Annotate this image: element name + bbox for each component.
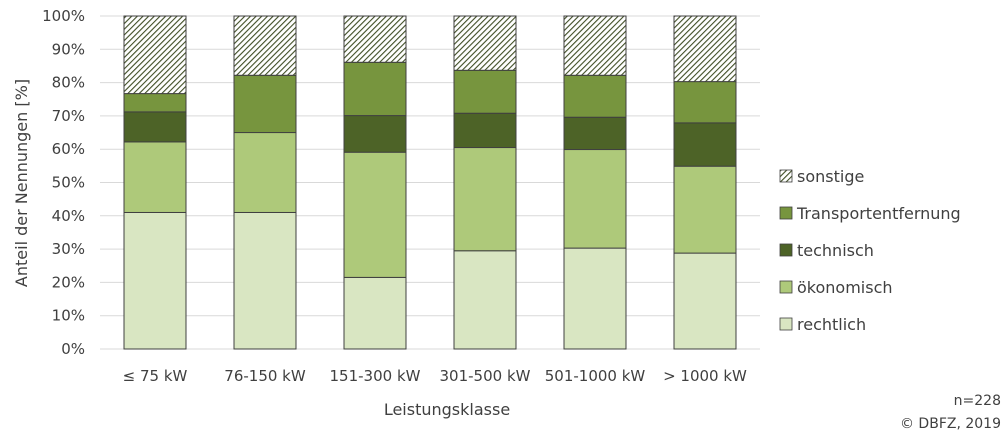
- bar-segment-technisch: [673, 122, 737, 167]
- x-axis-ticks: ≤ 75 kW 76-150 kW 151-300 kW 301-500 kW 501-…: [123, 367, 747, 385]
- sample-size-note: n=228: [954, 393, 1001, 409]
- bar-segment-transportentfernung: [233, 74, 297, 134]
- legend-swatch: [779, 280, 793, 294]
- x-tick-label: 501-1000 kW: [545, 367, 646, 385]
- bar-segment-rechtlich: [563, 247, 627, 350]
- x-tick-label: > 1000 kW: [663, 367, 747, 385]
- y-tick-label: 90%: [52, 40, 85, 58]
- legend-label: ökonomisch: [797, 278, 893, 297]
- bar-segment-rechtlich: [453, 250, 517, 350]
- bar-segment-technisch: [343, 115, 407, 153]
- bar-segment-rechtlich: [123, 211, 187, 350]
- y-tick-label: 0%: [61, 340, 85, 358]
- bars: [123, 15, 737, 350]
- bar-segment--konomisch: [123, 141, 187, 213]
- legend-swatch: [779, 169, 793, 183]
- bar-segment-transportentfernung: [453, 69, 517, 114]
- legend: sonstige Transportentfernung technisch ökon…: [779, 167, 961, 334]
- y-axis-title: Anteil der Nennungen [%]: [12, 79, 31, 287]
- bar-segment-transportentfernung: [563, 74, 627, 118]
- y-tick-label: 100%: [42, 7, 85, 25]
- bar-segment-sonstige: [343, 15, 407, 63]
- legend-label: rechtlich: [797, 315, 866, 334]
- y-tick-label: 50%: [52, 174, 85, 192]
- bar-segment-technisch: [453, 112, 517, 149]
- bar-segment-rechtlich: [343, 276, 407, 350]
- y-axis-ticks: 0% 10% 20% 30% 40% 50% 60% 70% 80% 90% 100%: [42, 7, 85, 358]
- legend-swatch: [779, 317, 793, 331]
- legend-swatch: [779, 206, 793, 220]
- legend-label: sonstige: [797, 167, 864, 186]
- source-note: © DBFZ, 2019: [900, 416, 1001, 432]
- x-tick-label: ≤ 75 kW: [123, 367, 188, 385]
- bar-segment-sonstige: [453, 15, 517, 71]
- y-tick-label: 40%: [52, 207, 85, 225]
- bar-segment-transportentfernung: [343, 61, 407, 117]
- bar-segment--konomisch: [673, 165, 737, 254]
- x-axis-title: Leistungsklasse: [384, 400, 510, 419]
- y-tick-label: 80%: [52, 74, 85, 92]
- bar-segment--konomisch: [343, 151, 407, 278]
- bar-segment--konomisch: [453, 147, 517, 252]
- bar-segment-technisch: [563, 116, 627, 151]
- x-tick-label: 301-500 kW: [440, 367, 531, 385]
- y-tick-label: 10%: [52, 307, 85, 325]
- y-tick-label: 60%: [52, 140, 85, 158]
- bar-segment-transportentfernung: [123, 93, 187, 113]
- y-tick-label: 20%: [52, 273, 85, 291]
- y-tick-label: 70%: [52, 107, 85, 125]
- x-tick-label: 151-300 kW: [330, 367, 421, 385]
- x-tick-label: 76-150 kW: [224, 367, 306, 385]
- bar-segment-sonstige: [673, 15, 737, 83]
- grid-lines: [100, 15, 760, 350]
- bar-segment-sonstige: [123, 15, 187, 95]
- bar-segment--konomisch: [233, 132, 297, 213]
- legend-label: Transportentfernung: [796, 204, 961, 223]
- bar-segment-rechtlich: [673, 252, 737, 350]
- bar-segment-sonstige: [563, 15, 627, 76]
- legend-swatch: [779, 243, 793, 257]
- y-tick-label: 30%: [52, 240, 85, 258]
- bar-segment-sonstige: [233, 15, 297, 76]
- bar-segment-transportentfernung: [673, 81, 737, 124]
- bar-segment--konomisch: [563, 149, 627, 249]
- legend-label: technisch: [797, 241, 874, 260]
- bar-segment-rechtlich: [233, 211, 297, 350]
- bar-segment-technisch: [123, 111, 187, 143]
